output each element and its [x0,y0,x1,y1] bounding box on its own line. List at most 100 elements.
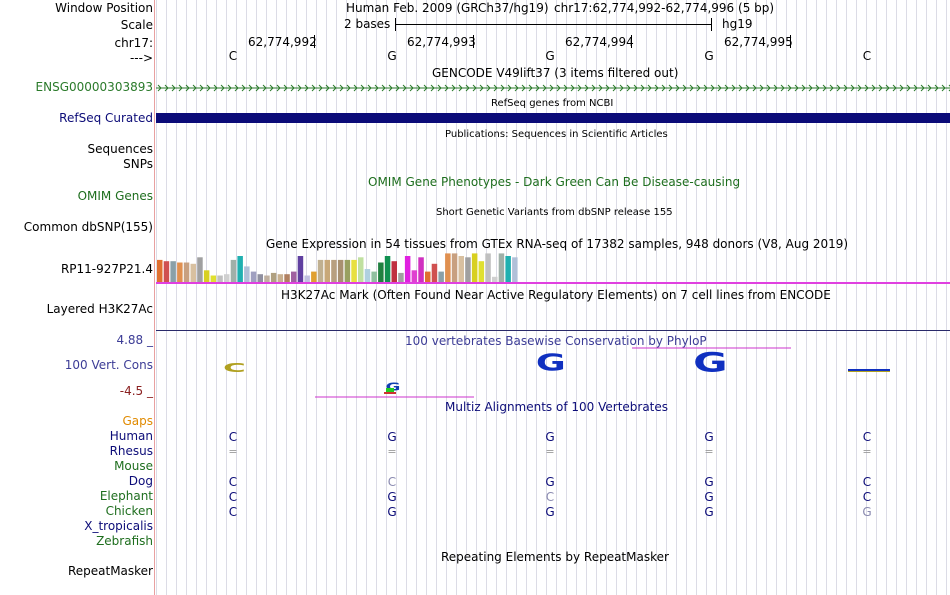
dbsnp-track-title: Short Genetic Variants from dbSNP releas… [436,207,673,218]
ruler-position-label: 62,774,992 [248,35,317,49]
rmsk-track-label[interactable]: RepeatMasker [67,564,153,578]
alignment-base: C [862,490,872,504]
gencode-strand-chevron [374,84,379,92]
alignment-base: = [228,445,238,458]
snps-track-label[interactable]: SNPs [123,157,153,171]
gtex-tissue-bar [317,259,324,282]
gencode-strand-chevron [164,84,169,92]
gencode-strand-chevron [241,84,246,92]
grid-line [706,0,707,595]
gtex-track-label[interactable]: RP11-927P21.4 [60,262,153,276]
rmsk-track-title: Repeating Elements by RepeatMasker [441,550,669,564]
gtex-tissue-bar [485,253,491,282]
gencode-strand-chevron [416,84,421,92]
species-label[interactable]: X_tropicalis [84,519,153,533]
grid-line [656,0,657,595]
grid-line [716,0,717,595]
gencode-strand-chevron [780,84,785,92]
ruler-tick [631,35,632,48]
grid-line [776,0,777,595]
gencode-strand-chevron [857,84,862,92]
gtex-tissue-bar [431,263,438,282]
grid-line [296,0,297,595]
species-label[interactable]: Mouse [114,459,153,473]
alignment-base: G [704,475,714,489]
gtex-tissue-bar [331,259,337,282]
gtex-tissue-bar [324,259,330,282]
alignment-base: G [545,505,555,519]
alignment-base: C [228,505,238,519]
alignment-base: C [228,430,238,444]
gencode-strand-chevron [458,84,463,92]
gencode-strand-chevron [325,84,330,92]
omim-track-label[interactable]: OMIM Genes [77,189,153,203]
cons-min-label: -4.5 _ [119,384,153,398]
gtex-tissue-bar [244,266,250,282]
window-position-label: Window Position [55,1,153,15]
gencode-strand-chevron [283,84,288,92]
gtex-expression-bars[interactable] [156,252,950,286]
gtex-tissue-bar [398,272,404,282]
dbsnp-track-label[interactable]: Common dbSNP(155) [23,220,153,234]
alignment-base: G [704,490,714,504]
gtex-tissue-bar [157,259,163,282]
gtex-tissue-bar [311,271,317,282]
gencode-strand-chevron [570,84,575,92]
gencode-strand-chevron [318,84,323,92]
species-label[interactable]: Zebrafish [96,534,153,548]
species-label[interactable]: Human [109,429,153,443]
grid-line [526,0,527,595]
gencode-strand-chevron [409,84,414,92]
gencode-strand-chevron [220,84,225,92]
publications-track-title: Publications: Sequences in Scientific Ar… [445,129,668,140]
species-label[interactable]: Elephant [99,489,153,503]
gtex-tissue-bar [451,253,458,282]
grid-line [396,0,397,595]
grid-line [626,0,627,595]
scale-db: hg19 [722,17,753,31]
species-label[interactable]: Rhesus [109,444,153,458]
gtex-tissue-bar [498,253,505,282]
gencode-strand-chevron [444,84,449,92]
species-label[interactable]: Dog [128,474,153,488]
grid-line [206,0,207,595]
cons-track-title: 100 vertebrates Basewise Conservation by… [405,334,707,348]
gtex-tissue-bar [411,270,418,282]
gtex-tissue-bar [183,262,190,282]
grid-line [916,0,917,595]
gtex-tissue-bar [203,270,210,282]
gencode-strand-chevron [269,84,274,92]
grid-line [816,0,817,595]
grid-line [326,0,327,595]
grid-line [866,0,867,595]
h3k27ac-signal-line [156,330,950,331]
grid-line [796,0,797,595]
grid-line [436,0,437,595]
gencode-track-label[interactable]: ENSG00000303893 [35,80,153,94]
gencode-strand-chevron [850,84,855,92]
ruler-tick [790,35,791,48]
cons-max-label: 4.88 _ [116,333,153,347]
refseq-track-label[interactable]: RefSeq Curated [59,111,153,125]
gencode-gene-feature[interactable] [156,80,950,94]
species-label[interactable]: Gaps [122,414,153,428]
gencode-track-title: GENCODE V49lift37 (3 items filtered out) [432,66,679,80]
cons-track-label[interactable]: 100 Vert. Cons [64,358,153,372]
window-coords: chr17:62,774,992-62,774,996 (5 bp) [554,1,775,15]
grid-line [576,0,577,595]
conservation-logo-plot[interactable]: C G G G [156,340,950,400]
refseq-gene-feature[interactable] [156,113,950,123]
h3k27ac-track-label[interactable]: Layered H3K27Ac [46,302,153,316]
gencode-strand-chevron [913,84,918,92]
gtex-tissue-bar [505,256,511,282]
grid-line [256,0,257,595]
sequences-track-label[interactable]: Sequences [87,142,153,156]
ruler-tick [473,35,474,48]
gencode-strand-chevron [535,84,540,92]
gtex-tissue-bar [512,257,518,282]
gencode-strand-chevron [360,84,365,92]
gtex-tissue-bar [177,262,183,282]
gtex-tissue-bar [471,253,478,282]
gencode-strand-chevron [724,84,729,92]
species-label[interactable]: Chicken [105,504,153,518]
